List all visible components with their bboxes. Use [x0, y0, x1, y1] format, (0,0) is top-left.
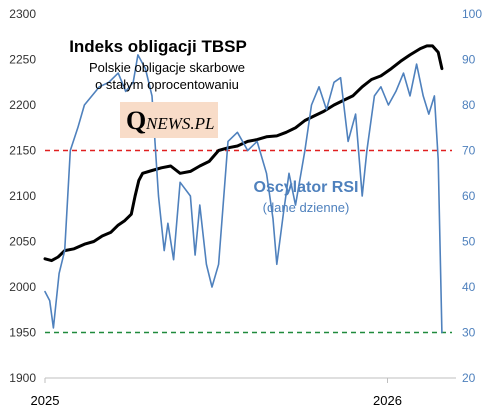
chart-subtitle-line-2: o stałym oprocentowaniu [95, 77, 239, 92]
y-right-tick-label: 30 [462, 326, 476, 340]
y-right-tick-label: 50 [462, 235, 476, 249]
y-left-tick-label: 1950 [9, 326, 36, 340]
y-right-tick-label: 20 [462, 371, 476, 385]
logo-letter: Q [126, 106, 146, 135]
y-left-tick-label: 1900 [9, 371, 36, 385]
y-right-tick-label: 40 [462, 280, 476, 294]
y-left-tick-label: 2250 [9, 53, 36, 67]
x-tick-label: 2026 [373, 393, 402, 408]
rsi-title: Oscylator RSI [254, 179, 359, 196]
y-right-tick-label: 100 [462, 7, 482, 21]
y-left-tick-label: 2300 [9, 7, 36, 21]
y-left-tick-label: 2000 [9, 280, 36, 294]
y-left-tick-label: 2150 [9, 144, 36, 158]
y-right-tick-label: 60 [462, 189, 476, 203]
chart-subtitle-line-1: Polskie obligacje skarbowe [89, 60, 245, 75]
y-left-tick-label: 2050 [9, 235, 36, 249]
axes: 1900 1950 2000 2050 2100 2150 2200 2250 2300 20 30… [9, 7, 482, 408]
y-right-tick-label: 80 [462, 98, 476, 112]
logo-text: NEWS.PL [145, 114, 214, 133]
rsi-subtitle: (dane dzienne) [263, 200, 350, 215]
x-tick-label: 2025 [31, 393, 60, 408]
qnews-logo: Q NEWS.PL [120, 102, 218, 138]
y-left-tick-label: 2200 [9, 98, 36, 112]
tbsp-index-series-line [43, 44, 444, 263]
chart-title: Indeks obligacji TBSP [69, 37, 247, 56]
y-left-tick-label: 2100 [9, 189, 36, 203]
series-layer [43, 44, 444, 334]
logo-background [120, 102, 218, 138]
rsi-series-line [44, 54, 443, 334]
y-right-tick-label: 90 [462, 53, 476, 67]
reference-lines [45, 149, 452, 334]
y-right-tick-label: 70 [462, 144, 476, 158]
